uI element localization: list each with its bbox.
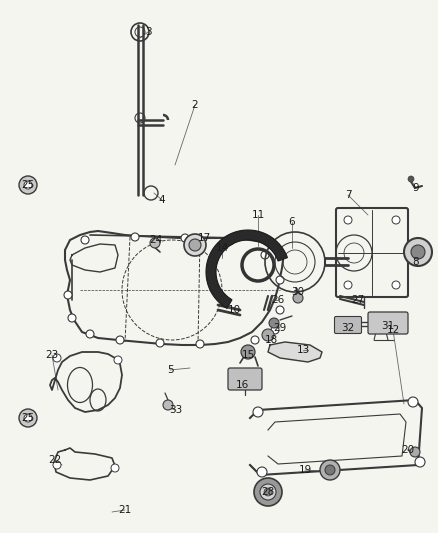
Text: 12: 12 [386,325,399,335]
Circle shape [68,314,76,322]
Circle shape [181,234,189,242]
Circle shape [404,238,432,266]
Text: 7: 7 [345,190,351,200]
Text: 28: 28 [261,487,275,497]
Text: 21: 21 [118,505,132,515]
Circle shape [262,329,274,341]
Circle shape [189,239,201,251]
Text: 6: 6 [289,217,295,227]
Circle shape [344,216,352,224]
Circle shape [156,339,164,347]
Circle shape [114,356,122,364]
Text: 8: 8 [413,257,419,267]
Circle shape [163,400,173,410]
Circle shape [64,291,72,299]
Text: 25: 25 [21,413,35,423]
Circle shape [260,484,276,500]
Circle shape [253,407,263,417]
Circle shape [150,238,160,248]
Text: 31: 31 [381,321,395,331]
Circle shape [411,245,425,259]
Circle shape [269,318,279,328]
Circle shape [19,409,37,427]
Circle shape [320,460,340,480]
Circle shape [408,397,418,407]
Polygon shape [268,342,322,362]
Circle shape [241,345,255,359]
Text: 19: 19 [298,465,311,475]
Text: 14: 14 [215,243,229,253]
FancyBboxPatch shape [335,317,361,334]
Text: 24: 24 [149,235,162,245]
Circle shape [271,326,279,334]
Text: 20: 20 [402,445,414,455]
Text: 32: 32 [341,323,355,333]
Circle shape [111,464,119,472]
Text: 3: 3 [145,27,151,37]
Text: 25: 25 [21,180,35,190]
Circle shape [392,281,400,289]
Text: 30: 30 [291,287,304,297]
Polygon shape [206,230,287,309]
Circle shape [257,467,267,477]
Circle shape [293,293,303,303]
Text: 22: 22 [48,455,62,465]
Circle shape [276,306,284,314]
Circle shape [344,281,352,289]
Text: 26: 26 [272,295,285,305]
Circle shape [264,488,272,496]
Text: 4: 4 [159,195,165,205]
Circle shape [251,336,259,344]
Circle shape [131,233,139,241]
Text: 10: 10 [227,305,240,315]
Text: 9: 9 [413,183,419,193]
Circle shape [24,414,32,422]
Circle shape [392,216,400,224]
Circle shape [325,465,335,475]
Circle shape [184,234,206,256]
Circle shape [408,176,414,182]
Text: 5: 5 [167,365,173,375]
Text: 18: 18 [265,335,278,345]
Circle shape [261,251,269,259]
Text: 17: 17 [198,233,211,243]
FancyBboxPatch shape [368,312,408,334]
Circle shape [24,181,32,189]
Text: 13: 13 [297,345,310,355]
FancyBboxPatch shape [228,368,262,390]
Circle shape [53,461,61,469]
Text: 29: 29 [273,323,286,333]
Circle shape [226,237,234,245]
Circle shape [81,236,89,244]
Circle shape [415,457,425,467]
Circle shape [276,276,284,284]
Text: 33: 33 [170,405,183,415]
Circle shape [410,447,420,457]
Circle shape [116,336,124,344]
Text: 2: 2 [192,100,198,110]
Text: 15: 15 [241,350,254,360]
Text: 11: 11 [251,210,265,220]
Circle shape [196,340,204,348]
Text: 23: 23 [46,350,59,360]
Circle shape [86,330,94,338]
Circle shape [53,354,61,362]
Text: 27: 27 [351,295,364,305]
Text: 16: 16 [235,380,249,390]
Circle shape [254,478,282,506]
Circle shape [19,176,37,194]
